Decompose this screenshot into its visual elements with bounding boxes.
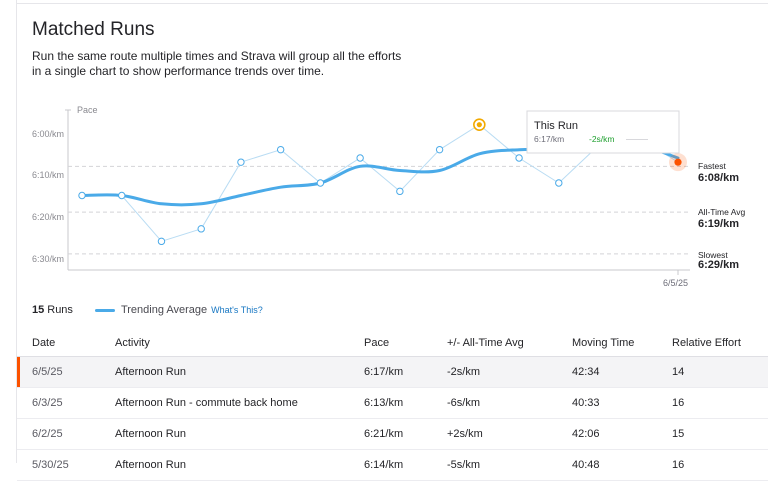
slowest-value: 6:29/km <box>698 259 739 271</box>
run-point[interactable] <box>356 154 364 162</box>
row-date: 6/3/25 <box>17 387 100 419</box>
trend-swatch <box>94 308 115 312</box>
header-activity[interactable]: Activity <box>100 329 349 357</box>
slowest-label: Slowest <box>698 250 728 260</box>
header-moving-time[interactable]: Moving Time <box>557 329 657 357</box>
row-relative-effort: 16 <box>657 449 768 481</box>
tooltip-diff: -2s/km <box>589 134 615 144</box>
table-header-row: Date Activity Pace +/- All-Time Avg Movi… <box>17 329 768 357</box>
row-relative-effort: 15 <box>657 418 768 450</box>
row-moving-time: 40:48 <box>557 449 657 481</box>
whats-this-link[interactable]: What's This? <box>211 305 263 315</box>
matched-runs-table: Date Activity Pace +/- All-Time Avg Movi… <box>17 329 768 481</box>
run-point[interactable] <box>118 191 126 200</box>
y-axis-label: Pace <box>77 105 98 115</box>
row-moving-time: 42:06 <box>557 418 657 450</box>
row-diff: +2s/km <box>432 418 557 450</box>
fastest-label: Fastest <box>698 161 727 171</box>
run-point[interactable] <box>555 179 563 187</box>
row-date: 6/5/25 <box>17 356 100 388</box>
table-row[interactable]: 6/2/25 Afternoon Run 6:21/km +2s/km 42:0… <box>17 418 768 450</box>
row-activity-link[interactable]: Afternoon Run <box>100 418 349 450</box>
run-points[interactable] <box>78 133 642 246</box>
average-value: 6:19/km <box>698 218 739 230</box>
header-pace[interactable]: Pace <box>349 329 432 357</box>
current-run-point[interactable] <box>674 158 682 166</box>
row-relative-effort: 16 <box>657 387 768 419</box>
run-point[interactable] <box>276 145 285 154</box>
run-point[interactable] <box>237 158 245 166</box>
row-diff: -2s/km <box>432 356 557 388</box>
table-row[interactable]: 5/30/25 Afternoon Run 6:14/km -5s/km 40:… <box>17 449 768 481</box>
average-label: All-Time Avg <box>698 207 746 217</box>
row-diff: -5s/km <box>432 449 557 481</box>
run-count: 15 <box>32 304 45 316</box>
chart-legend: 15 Runs Trending Average What's This? <box>32 303 263 317</box>
y-tick-label: 6:20/km <box>32 212 64 222</box>
row-activity-link[interactable]: Afternoon Run <box>100 449 349 481</box>
row-date: 5/30/25 <box>17 449 100 481</box>
fastest-value: 6:08/km <box>698 172 739 184</box>
tooltip-pace: 6:17/km <box>534 134 564 144</box>
header-date[interactable]: Date <box>17 329 100 357</box>
run-count-label: Runs <box>47 304 73 316</box>
table-row[interactable]: 6/3/25 Afternoon Run - commute back home… <box>17 387 768 419</box>
y-tick-label: 6:30/km <box>32 254 64 264</box>
run-point[interactable] <box>396 187 404 196</box>
row-date: 6/2/25 <box>17 418 100 450</box>
pace-chart: Pace 6:00/km 6:10/km 6:20/km 6:30/km 6/5… <box>32 105 746 288</box>
x-tick-label: 6/5/25 <box>663 278 688 288</box>
highlight-points[interactable] <box>473 118 687 172</box>
trend-legend-label: Trending Average <box>120 304 208 316</box>
row-moving-time: 42:34 <box>557 356 657 388</box>
row-diff: -6s/km <box>432 387 557 419</box>
best-effort-point-center <box>476 122 482 128</box>
run-point[interactable] <box>515 154 523 162</box>
header-all-time-avg[interactable]: +/- All-Time Avg <box>432 329 557 357</box>
page-description: Run the same route multiple times and St… <box>32 49 402 78</box>
runs-series-line <box>82 124 679 242</box>
row-pace: 6:14/km <box>349 449 432 481</box>
run-point[interactable] <box>78 191 86 200</box>
chart-axes: Pace 6:00/km 6:10/km 6:20/km 6:30/km 6/5… <box>32 105 690 288</box>
row-moving-time: 40:33 <box>557 387 657 419</box>
row-activity-link[interactable]: Afternoon Run - commute back home <box>100 387 349 419</box>
tooltip-title: This Run <box>534 120 578 132</box>
run-point[interactable] <box>157 237 166 246</box>
panel-border-top <box>16 3 768 4</box>
row-relative-effort: 14 <box>657 356 768 388</box>
row-pace: 6:13/km <box>349 387 432 419</box>
panel-border-left <box>16 0 17 463</box>
row-pace: 6:17/km <box>349 356 432 388</box>
tooltip-box <box>526 110 680 154</box>
run-tooltip: This Run 6:17/km -2s/km <box>526 110 680 154</box>
y-tick-label: 6:00/km <box>32 129 64 139</box>
table-row[interactable]: 6/5/25 Afternoon Run 6:17/km -2s/km 42:3… <box>17 356 768 388</box>
row-activity-link[interactable]: Afternoon Run <box>100 356 349 388</box>
header-relative-effort[interactable]: Relative Effort <box>657 329 768 357</box>
y-tick-label: 6:10/km <box>32 170 64 180</box>
run-point[interactable] <box>197 225 205 233</box>
run-point[interactable] <box>435 145 444 154</box>
reference-labels: Fastest 6:08/km All-Time Avg 6:19/km Slo… <box>698 161 746 271</box>
row-pace: 6:21/km <box>349 418 432 450</box>
run-point[interactable] <box>316 179 325 187</box>
page-title: Matched Runs <box>32 19 155 40</box>
